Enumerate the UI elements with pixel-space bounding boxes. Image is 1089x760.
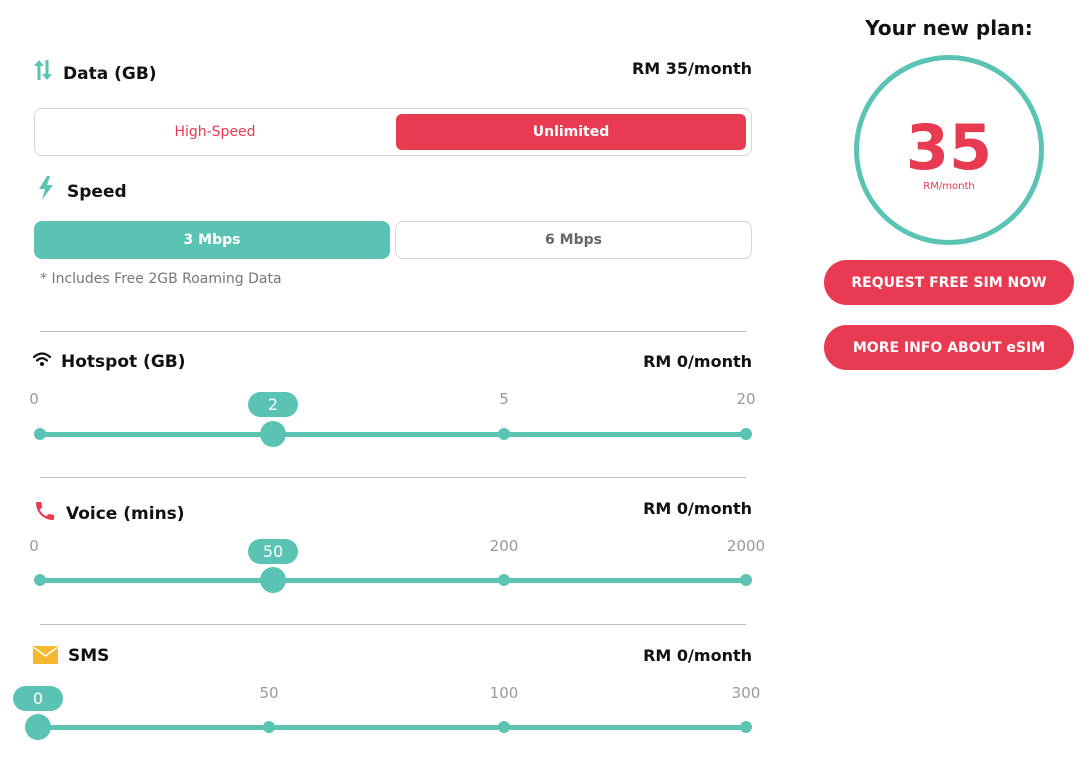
sms-section-title: SMS <box>68 646 110 666</box>
hotspot-tick-label: 5 <box>499 390 509 408</box>
data-type-toggle: High-Speed Unlimited <box>34 108 752 156</box>
voice-value-bubble: 50 <box>248 539 298 564</box>
sms-tick-dot[interactable] <box>263 721 275 733</box>
data-transfer-arrows-icon <box>33 58 53 82</box>
voice-tick-label: 200 <box>489 537 519 555</box>
data-section-price: RM 35/month <box>631 59 752 78</box>
hotspot-tick-label: 20 <box>736 390 756 408</box>
wifi-icon <box>33 351 51 367</box>
phone-icon <box>33 499 57 523</box>
sms-tick-dot[interactable] <box>740 721 752 733</box>
request-free-sim-button[interactable]: REQUEST FREE SIM NOW <box>824 260 1074 305</box>
voice-section-price: RM 0/month <box>643 499 752 518</box>
hotspot-section-price: RM 0/month <box>643 352 752 371</box>
plan-summary-title: Your new plan: <box>865 16 1033 40</box>
hotspot-section-title: Hotspot (GB) <box>61 352 186 372</box>
sms-slider-track[interactable] <box>40 725 746 730</box>
sms-tick-dot[interactable] <box>498 721 510 733</box>
sms-tick-label: 300 <box>731 684 761 702</box>
lightning-icon <box>37 176 55 200</box>
voice-section-title: Voice (mins) <box>66 504 185 524</box>
plan-price-ring: 35 RM/month <box>854 55 1044 245</box>
more-info-esim-button[interactable]: MORE INFO ABOUT eSIM <box>824 325 1074 370</box>
sms-value-bubble: 0 <box>13 686 63 711</box>
hotspot-tick-label: 0 <box>29 390 39 408</box>
high-speed-option[interactable]: High-Speed <box>174 124 256 140</box>
sms-tick-label: 50 <box>259 684 279 702</box>
speed-3mbps-option[interactable]: 3 Mbps <box>34 221 390 259</box>
voice-tick-label: 0 <box>29 537 39 555</box>
envelope-icon <box>33 646 58 664</box>
hotspot-slider-track[interactable] <box>40 432 746 437</box>
divider <box>40 624 746 625</box>
voice-tick-dot[interactable] <box>740 574 752 586</box>
plan-price-amount: 35 <box>905 110 993 184</box>
sms-tick-label: 100 <box>489 684 519 702</box>
roaming-note: * Includes Free 2GB Roaming Data <box>40 271 282 287</box>
voice-slider-thumb[interactable] <box>260 567 286 593</box>
voice-slider-track[interactable] <box>40 578 746 583</box>
hotspot-value-bubble: 2 <box>248 392 298 417</box>
hotspot-tick-dot[interactable] <box>740 428 752 440</box>
divider <box>40 331 746 332</box>
hotspot-slider-thumb[interactable] <box>260 421 286 447</box>
speed-6mbps-option[interactable]: 6 Mbps <box>395 221 752 259</box>
plan-price-unit: RM/month <box>923 180 975 192</box>
speed-section-title: Speed <box>67 182 127 202</box>
unlimited-option[interactable]: Unlimited <box>396 114 746 150</box>
voice-tick-dot[interactable] <box>34 574 46 586</box>
sms-section-price: RM 0/month <box>643 646 752 665</box>
sms-slider-thumb[interactable] <box>25 714 51 740</box>
hotspot-tick-dot[interactable] <box>34 428 46 440</box>
voice-tick-label: 2000 <box>726 537 766 555</box>
data-section-title: Data (GB) <box>63 64 157 84</box>
voice-tick-dot[interactable] <box>498 574 510 586</box>
divider <box>40 477 746 478</box>
hotspot-tick-dot[interactable] <box>498 428 510 440</box>
